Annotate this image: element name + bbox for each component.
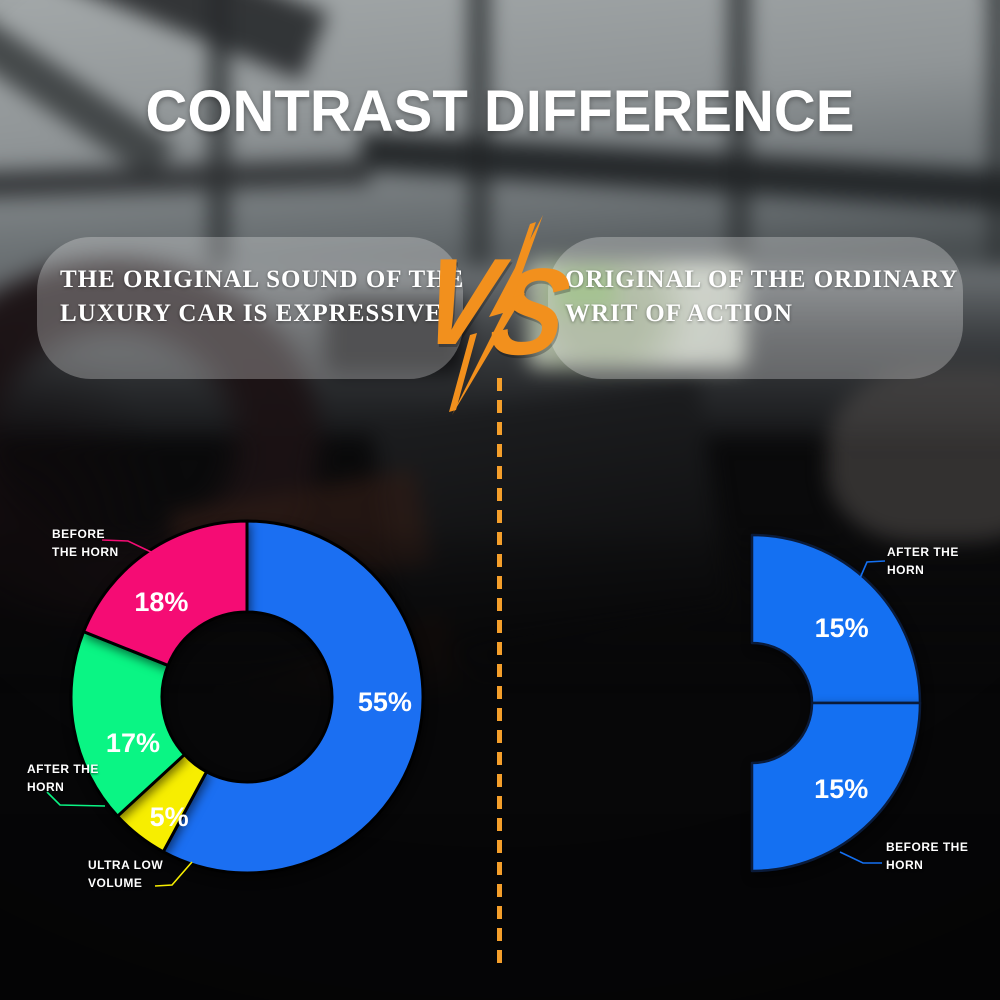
claim-card-right: ORIGINAL OF THE ORDINARY WRIT OF ACTION [548, 237, 963, 379]
divider-dashed-line [497, 378, 502, 964]
claim-text-left: THE ORIGINAL SOUND OF THE LUXURY CAR IS … [60, 263, 464, 331]
page-title: CONTRAST DIFFERENCE [145, 79, 855, 144]
claim-card-left: THE ORIGINAL SOUND OF THE LUXURY CAR IS … [37, 237, 463, 379]
label-after-the-horn-left: AFTER THE HORN [27, 762, 99, 794]
claim-left-line2: LUXURY CAR IS EXPRESSIVE [60, 300, 443, 327]
label-ultra-low-volume: ULTRA LOW VOLUME [88, 858, 164, 890]
label-before-the-horn-right: BEFORE THE HORN [886, 840, 969, 872]
claim-text-right: ORIGINAL OF THE ORDINARY WRIT OF ACTION [565, 263, 958, 331]
seat-blur [828, 368, 1000, 543]
label-before-the-horn-left: BEFORE THE HORN [52, 527, 119, 559]
label-after-the-horn-right: AFTER THE HORN [887, 545, 959, 577]
claim-right-line1: ORIGINAL OF THE ORDINARY [565, 266, 959, 293]
claim-right-line2: WRIT OF ACTION [565, 300, 793, 327]
claim-left-line1: THE ORIGINAL SOUND OF THE [60, 266, 465, 293]
